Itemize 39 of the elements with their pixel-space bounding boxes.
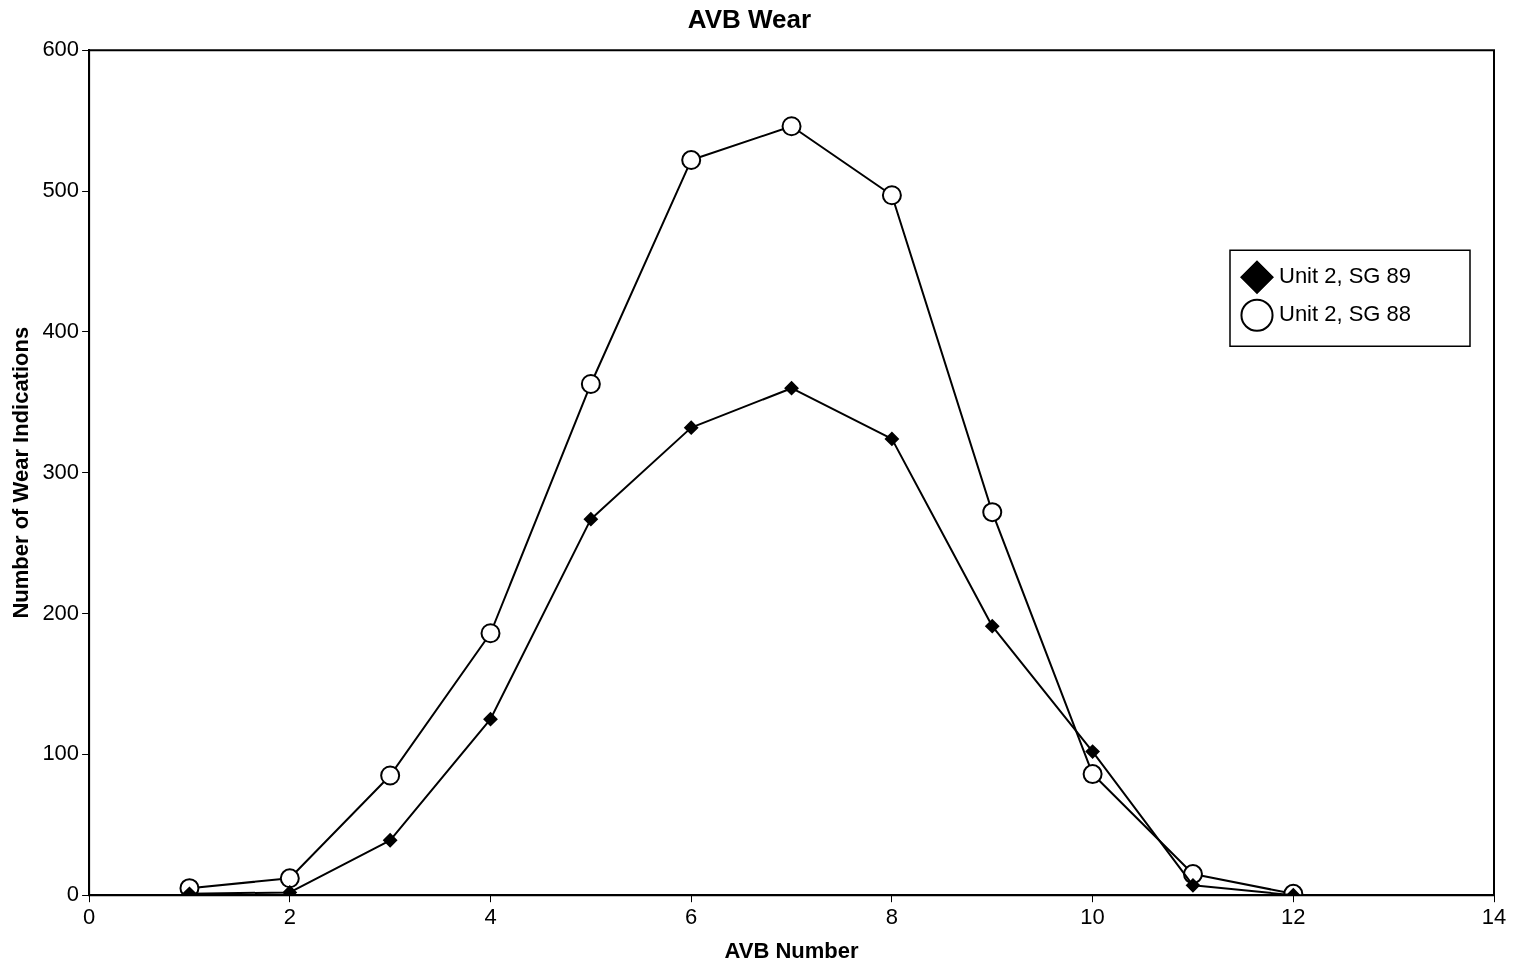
y-tick-label: 0 — [66, 881, 80, 907]
point — [1085, 744, 1100, 759]
point — [1185, 878, 1200, 893]
point — [985, 619, 1000, 634]
y-tick-label: 100 — [42, 740, 80, 766]
point — [380, 765, 401, 786]
x-tick-label: 10 — [1080, 904, 1105, 930]
x-tick-label: 14 — [1481, 904, 1507, 930]
point — [1082, 764, 1103, 785]
point — [982, 502, 1003, 523]
point — [583, 512, 598, 527]
point — [279, 868, 300, 889]
x-axis-title: AVB Number — [724, 937, 860, 963]
y-tick-label: 400 — [42, 317, 80, 343]
x-tick-label: 2 — [283, 904, 296, 930]
point — [480, 623, 501, 644]
x-tick-label: 4 — [484, 904, 497, 930]
point — [884, 431, 899, 446]
x-tick-label: 0 — [82, 904, 96, 930]
point — [684, 420, 699, 435]
point — [881, 185, 902, 206]
chart-title: AVB Wear — [687, 3, 812, 34]
y-axis-title: Number of Wear Indications — [8, 326, 34, 619]
y-tick-label: 600 — [42, 36, 80, 62]
y-tick-label: 200 — [42, 599, 80, 625]
point — [383, 833, 398, 848]
y-tick-label: 500 — [42, 177, 80, 203]
point — [784, 381, 799, 396]
point — [681, 150, 702, 171]
y-tick-label: 300 — [42, 458, 80, 484]
point — [580, 373, 601, 394]
point — [483, 712, 498, 727]
point — [781, 116, 802, 137]
x-tick-label: 8 — [885, 904, 899, 930]
legend-label: Unit 2, SG 88 — [1279, 301, 1412, 327]
x-tick-label: 12 — [1281, 904, 1306, 930]
x-tick-label: 6 — [685, 904, 698, 930]
point — [282, 885, 297, 896]
legend-label: Unit 2, SG 89 — [1279, 263, 1412, 289]
